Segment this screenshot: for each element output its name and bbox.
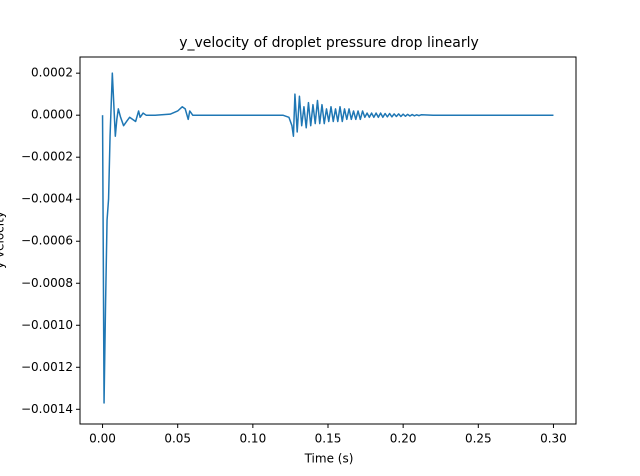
x-tick-label: 0.05	[164, 432, 191, 446]
x-axis-label: Time (s)	[304, 452, 354, 466]
y-tick-label: 0.0002	[31, 66, 73, 80]
y-tick-label: −0.0012	[21, 360, 73, 374]
x-tick-label: 0.00	[89, 432, 116, 446]
y-tick-label: −0.0002	[21, 150, 73, 164]
y-tick-label: −0.0014	[21, 402, 73, 416]
y-tick-label: −0.0004	[21, 192, 73, 206]
x-tick-label: 0.15	[315, 432, 342, 446]
x-tick-label: 0.10	[239, 432, 266, 446]
line-series	[101, 72, 554, 404]
x-tick-label: 0.20	[390, 432, 417, 446]
y-tick-label: −0.0010	[21, 318, 73, 332]
chart-title: y_velocity of droplet pressure drop line…	[179, 35, 479, 51]
y-tick-label: 0.0000	[31, 108, 73, 122]
y-axis-label: y velocity	[0, 211, 7, 269]
plot-frame	[79, 56, 577, 425]
y-tick-label: −0.0006	[21, 234, 73, 248]
x-tick-label: 0.30	[540, 432, 567, 446]
x-tick-label: 0.25	[465, 432, 492, 446]
y-tick-label: −0.0008	[21, 276, 73, 290]
